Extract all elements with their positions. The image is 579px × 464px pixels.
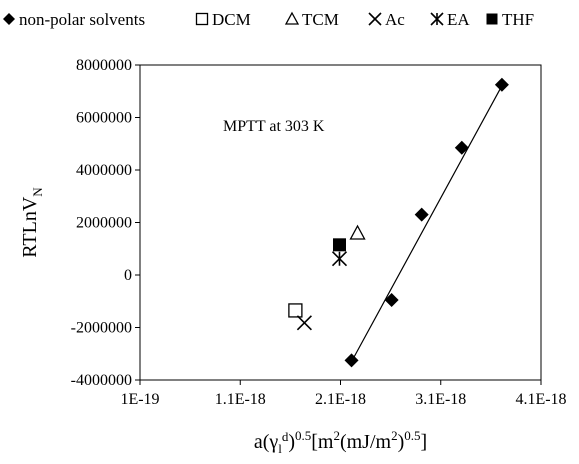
x-title-part: [m (311, 431, 334, 453)
x-tick-label: 1E-19 (120, 391, 159, 408)
data-point-ac (296, 315, 312, 331)
legend-marker (195, 12, 209, 26)
diamond-marker (3, 13, 15, 25)
x-marker-stroke (368, 12, 382, 26)
x-tick-label: 3.1E-18 (415, 391, 466, 408)
square-open-marker (195, 12, 209, 26)
square-open-marker (288, 303, 303, 318)
legend-label: THF (502, 10, 534, 29)
x-tick-label: 4.1E-18 (515, 391, 566, 408)
legend-marker (368, 12, 382, 26)
y-tick-label: 0 (124, 267, 132, 284)
y-tick-label: -2000000 (71, 320, 132, 337)
diamond-marker (384, 292, 399, 307)
legend-label: TCM (302, 10, 339, 29)
legend-item-thf: THF (486, 10, 534, 29)
x-title-part: (mJ/m (340, 431, 392, 453)
diamond-marker (494, 77, 509, 92)
x-title-part: a(γ (254, 431, 279, 453)
legend-item-ea: EA (430, 10, 470, 29)
triangle-open-marker (284, 11, 300, 25)
y-tick-label: 6000000 (76, 110, 132, 127)
data-point-non-polar-solvents (454, 140, 469, 155)
x-marker-stroke (296, 315, 312, 331)
legend-item-dcm: DCM (195, 10, 251, 29)
legend-label: non-polar solvents (19, 10, 145, 29)
legend-item-tcm: TCM (284, 10, 339, 29)
x-title-part: ) (288, 431, 295, 453)
x-title-part: l (278, 441, 282, 456)
legend-marker (284, 11, 300, 25)
data-point-non-polar-solvents (414, 207, 429, 222)
data-point-ea (331, 251, 348, 267)
data-point-tcm (349, 224, 366, 240)
data-point-non-polar-solvents (494, 77, 509, 92)
x-title-part: d (282, 429, 289, 444)
x-title-part: 2 (391, 428, 398, 443)
y-tick-label: 8000000 (76, 57, 132, 74)
plot-frame (139, 64, 542, 381)
legend-marker (430, 12, 444, 26)
x-title-part: ) (398, 431, 405, 453)
y-tick-label: 4000000 (76, 162, 132, 179)
data-points (288, 77, 509, 368)
square-filled-marker (486, 13, 498, 25)
x-tick-label: 2.1E-18 (315, 391, 366, 408)
triangle-open-marker (349, 224, 366, 240)
legend-marker (3, 13, 15, 25)
trendline (351, 81, 505, 362)
y-title-main: RTLnV (19, 196, 41, 258)
x-tick-label: 1.1E-18 (215, 391, 266, 408)
square-filled-marker (332, 238, 346, 252)
x-axis-title: a(γld)0.5[m2(mJ/m2)0.5] (254, 428, 427, 456)
x-title-part: 0.5 (404, 428, 420, 443)
legend-label: DCM (212, 10, 251, 29)
y-tick-label: 2000000 (76, 215, 132, 232)
diamond-marker (414, 207, 429, 222)
trendline-segment (351, 81, 505, 362)
legend-label: Ac (385, 10, 405, 29)
x-axis: 1E-19 1.1E-18 2.1E-18 3.1E-18 4.1E-18 (120, 380, 567, 408)
x-title-part: 0.5 (295, 428, 311, 443)
diamond-marker (454, 140, 469, 155)
chart-annotation: MPTT at 303 K (223, 118, 325, 135)
data-point-non-polar-solvents (344, 353, 359, 368)
y-axis: -4000000 -2000000 0 2000000 4000000 6000000 80… (71, 57, 140, 389)
diamond-marker (344, 353, 359, 368)
data-point-dcm (288, 303, 303, 318)
data-point-non-polar-solvents (384, 292, 399, 307)
data-point-thf (332, 238, 346, 252)
y-axis-title: RTLnVN (19, 187, 45, 258)
legend-label: EA (447, 10, 470, 29)
y-tick-label: -4000000 (71, 372, 132, 389)
legend-marker (486, 13, 498, 25)
x-title-part: ] (421, 431, 428, 453)
x-title-part: 2 (333, 428, 340, 443)
y-title-sub: N (30, 187, 45, 197)
legend-item-non-polar-solvents: non-polar solvents (3, 10, 145, 29)
legend-item-ac: Ac (368, 10, 405, 29)
legend: non-polar solvents DCM TCM Ac EA THF (3, 10, 534, 29)
